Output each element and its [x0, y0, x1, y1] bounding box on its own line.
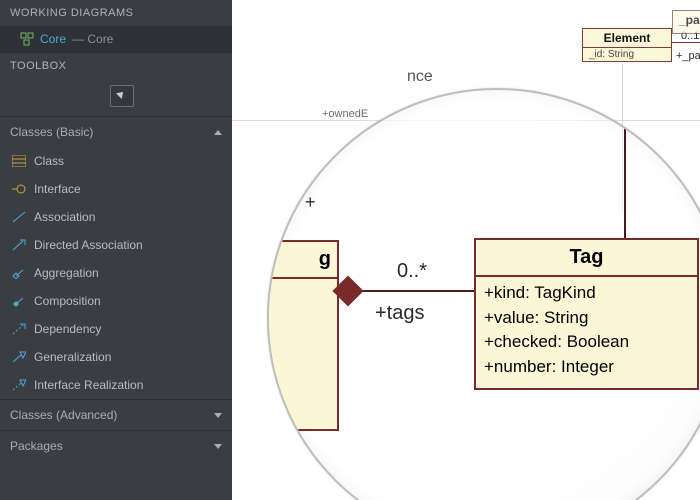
uml-attr: _id: String [583, 48, 671, 61]
aggreg-icon [12, 266, 26, 280]
caret-up-icon [214, 130, 222, 135]
category-label: Classes (Basic) [10, 125, 93, 139]
tool-label: Interface [34, 182, 81, 196]
magnifier-lens: g 0..* +tags + Tag +kind: TagKind +value… [267, 88, 700, 500]
compos-icon [12, 294, 26, 308]
tool-label: Class [34, 154, 64, 168]
uml-attrs: +kind: TagKind +value: String +checked: … [476, 277, 697, 388]
assoc-icon [12, 210, 26, 224]
uml-class-partial[interactable]: g [267, 240, 339, 431]
sidebar: WORKING DIAGRAMS Core — Core TOOLBOX Cla… [0, 0, 232, 500]
working-diagrams-header: WORKING DIAGRAMS [0, 0, 232, 26]
tool-label: Directed Association [34, 238, 143, 252]
tool-association[interactable]: Association [0, 203, 232, 231]
cursor-tool-icon[interactable] [110, 85, 134, 107]
uml-partial-title: g [267, 242, 337, 279]
uml-attr: +value: String [484, 306, 689, 331]
tool-composition[interactable]: Composition [0, 287, 232, 315]
general-icon [12, 350, 26, 364]
interface-icon [12, 182, 26, 196]
dassoc-icon [12, 238, 26, 252]
tool-generalization[interactable]: Generalization [0, 343, 232, 371]
diagram-sub: — Core [72, 32, 113, 46]
diagram-icon [20, 32, 34, 46]
class-icon [12, 154, 26, 168]
category-classes-basic[interactable]: Classes (Basic) [0, 116, 232, 147]
diagram-name[interactable]: Core [40, 32, 66, 46]
plus-marker: + [305, 192, 316, 213]
uml-class-title: Element [583, 29, 671, 48]
tool-dependency[interactable]: Dependency [0, 315, 232, 343]
category-classes-advanced[interactable]: Classes (Advanced) [0, 399, 232, 430]
role-label: +tags [375, 302, 424, 325]
uml-partial-label: _pare [673, 11, 700, 29]
toolbox-header: TOOLBOX [0, 52, 232, 79]
uml-attr: +kind: TagKind [484, 281, 689, 306]
multiplicity-label: 0..* [397, 260, 427, 283]
role-label: +_parent [676, 50, 700, 62]
diagram-canvas[interactable]: Element _id: String 0..1 +_parent _pare … [232, 0, 700, 500]
caret-down-icon [214, 413, 222, 418]
tool-label: Interface Realization [34, 378, 143, 392]
tool-interface-realization[interactable]: Interface Realization [0, 371, 232, 399]
tool-aggregation[interactable]: Aggregation [0, 259, 232, 287]
tool-label: Composition [34, 294, 101, 308]
tool-list: Class Interface Association Directed Associ… [0, 147, 232, 399]
tool-label: Generalization [34, 350, 111, 364]
uml-class-element[interactable]: Element _id: String [582, 28, 672, 62]
category-label: Classes (Advanced) [10, 408, 117, 422]
uml-class-tag[interactable]: Tag +kind: TagKind +value: String +check… [474, 238, 699, 390]
ifacereal-icon [12, 378, 26, 392]
tool-label: Aggregation [34, 266, 99, 280]
uml-attr: +number: Integer [484, 355, 689, 380]
depend-icon [12, 322, 26, 336]
tool-label: Association [34, 210, 95, 224]
uml-attr: +checked: Boolean [484, 330, 689, 355]
toolbox-cursor-row [0, 79, 232, 116]
tool-label: Dependency [34, 322, 101, 336]
caret-down-icon [214, 444, 222, 449]
tool-directed-association[interactable]: Directed Association [0, 231, 232, 259]
tool-class[interactable]: Class [0, 147, 232, 175]
category-packages[interactable]: Packages [0, 430, 232, 461]
bg-text: nce [407, 68, 433, 86]
category-label: Packages [10, 439, 63, 453]
working-diagram-item[interactable]: Core — Core [0, 26, 232, 52]
uml-class-title: Tag [476, 240, 697, 277]
tool-interface[interactable]: Interface [0, 175, 232, 203]
